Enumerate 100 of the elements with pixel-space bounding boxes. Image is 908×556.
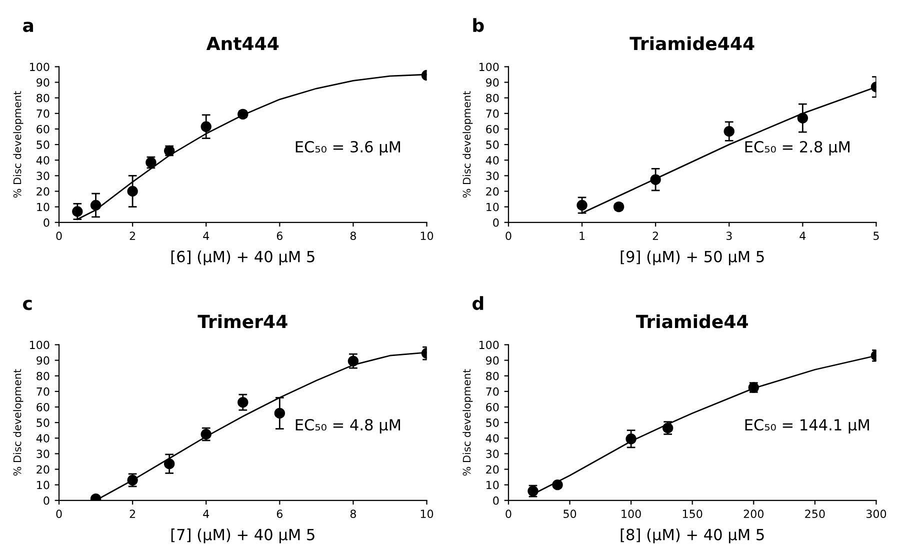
y-tick-label: 50 (36, 418, 50, 427)
y-tick-label: 90 (36, 356, 50, 365)
x-tick-label: 0 (506, 232, 512, 240)
y-tick-label: 0 (493, 496, 499, 505)
point (238, 396, 248, 408)
y-tick-label: 0 (44, 218, 50, 227)
y-tick-label: 90 (36, 78, 50, 87)
x-tick-label: 5 (874, 232, 879, 240)
x-axis-title: [9] (μM) + 50 μM 5 (620, 250, 764, 266)
x-tick-label: 100 (622, 510, 641, 518)
chart-title: Triamide444 (630, 36, 754, 50)
y-axis-title: % Disc development (13, 369, 24, 476)
y-tick-label: 20 (36, 187, 50, 196)
x-tick-label: 0 (56, 510, 62, 518)
annotation: EC₅₀ = 2.8 μM (745, 141, 850, 156)
x-tick-label: 6 (276, 510, 282, 518)
point (613, 201, 624, 212)
y-tick-label: 50 (36, 140, 50, 149)
x-tick-label: 0 (506, 510, 512, 518)
y-tick-label: 10 (486, 202, 499, 212)
y-tick-label: 70 (36, 109, 50, 118)
y-tick-label: 80 (486, 372, 499, 380)
y-tick-label: 40 (486, 156, 499, 165)
y-tick-label: 20 (36, 465, 50, 474)
y-tick-label: 100 (479, 62, 499, 72)
chart-title: Ant444 (206, 36, 279, 50)
y-tick-label: 80 (486, 94, 499, 102)
y-tick-label: 30 (36, 172, 50, 180)
y-tick-label: 10 (37, 480, 50, 490)
x-tick-label: 150 (682, 510, 702, 518)
y-tick-label: 100 (30, 340, 50, 350)
y-tick-label: 90 (486, 78, 499, 87)
y-tick-label: 30 (36, 450, 50, 458)
y-tick-label: 30 (486, 172, 499, 180)
y-tick-label: 60 (36, 402, 50, 412)
point (238, 108, 248, 120)
y-tick-label: 40 (36, 434, 50, 443)
x-axis-title: [6] (μM) + 40 μM 5 (171, 250, 314, 266)
point (90, 200, 102, 211)
y-tick-label: 80 (36, 372, 50, 380)
y-tick-label: 100 (479, 340, 499, 350)
point (164, 458, 175, 470)
x-tick-label: 1 (580, 232, 585, 240)
y-tick-label: 60 (486, 124, 499, 134)
y-tick-label: 70 (486, 387, 499, 396)
x-tick-label: 300 (866, 510, 886, 518)
point (274, 408, 286, 419)
x-tick-label: 50 (564, 510, 576, 518)
point (626, 434, 636, 444)
x-axis-title: [8] (μM) + 40 μM 5 (620, 528, 764, 544)
point (724, 126, 734, 137)
text: a (23, 22, 34, 32)
y-axis-title: % Disc development (462, 369, 473, 476)
y-tick-label: 40 (486, 434, 499, 443)
annotation: EC₅₀ = 4.8 μM (296, 419, 400, 434)
point (552, 479, 563, 490)
point (797, 112, 808, 124)
point (348, 356, 359, 366)
y-tick-label: 10 (37, 202, 50, 212)
y-tick-label: 70 (36, 387, 50, 396)
x-tick-label: 8 (350, 510, 356, 518)
text: b (473, 18, 484, 32)
y-tick-label: 0 (493, 218, 499, 227)
point (576, 200, 588, 211)
y-tick-label: 60 (486, 402, 499, 412)
y-tick-label: 0 (44, 496, 50, 505)
y-tick-label: 50 (486, 418, 499, 427)
x-tick-label: 250 (805, 510, 825, 518)
y-tick-label: 70 (486, 109, 499, 118)
annotation: EC₅₀ = 144.1 μM (745, 419, 869, 434)
x-tick-label: 3 (726, 232, 732, 240)
y-tick-label: 80 (36, 94, 50, 102)
point (200, 121, 212, 132)
y-axis-title: % Disc development (462, 91, 473, 198)
chart-title: Triamide44 (636, 314, 748, 328)
point (127, 186, 138, 197)
text: d (472, 296, 484, 310)
y-tick-label: 30 (486, 450, 499, 458)
x-axis-title: [7] (μM) + 40 μM 5 (171, 528, 314, 544)
y-tick-label: 20 (486, 465, 499, 474)
y-tick-label: 100 (30, 62, 50, 72)
point (650, 174, 661, 185)
x-tick-label: 200 (744, 510, 764, 518)
y-tick-label: 90 (486, 356, 499, 365)
x-tick-label: 4 (800, 232, 806, 240)
annotation: EC₅₀ = 3.6 μM (296, 141, 400, 156)
y-tick-label: 40 (36, 156, 50, 165)
x-tick-label: 4 (203, 232, 210, 240)
text: c (23, 300, 32, 310)
x-tick-label: 10 (420, 232, 434, 240)
x-tick-label: 8 (350, 232, 356, 240)
x-tick-label: 0 (56, 232, 62, 240)
x-tick-label: 4 (203, 510, 210, 518)
chart-title: Trimer44 (198, 314, 288, 328)
point (72, 206, 83, 217)
y-tick-label: 20 (486, 187, 499, 196)
x-tick-label: 10 (420, 510, 434, 518)
y-tick-label: 60 (36, 124, 50, 134)
x-tick-label: 2 (130, 232, 135, 240)
y-tick-label: 10 (486, 480, 499, 490)
